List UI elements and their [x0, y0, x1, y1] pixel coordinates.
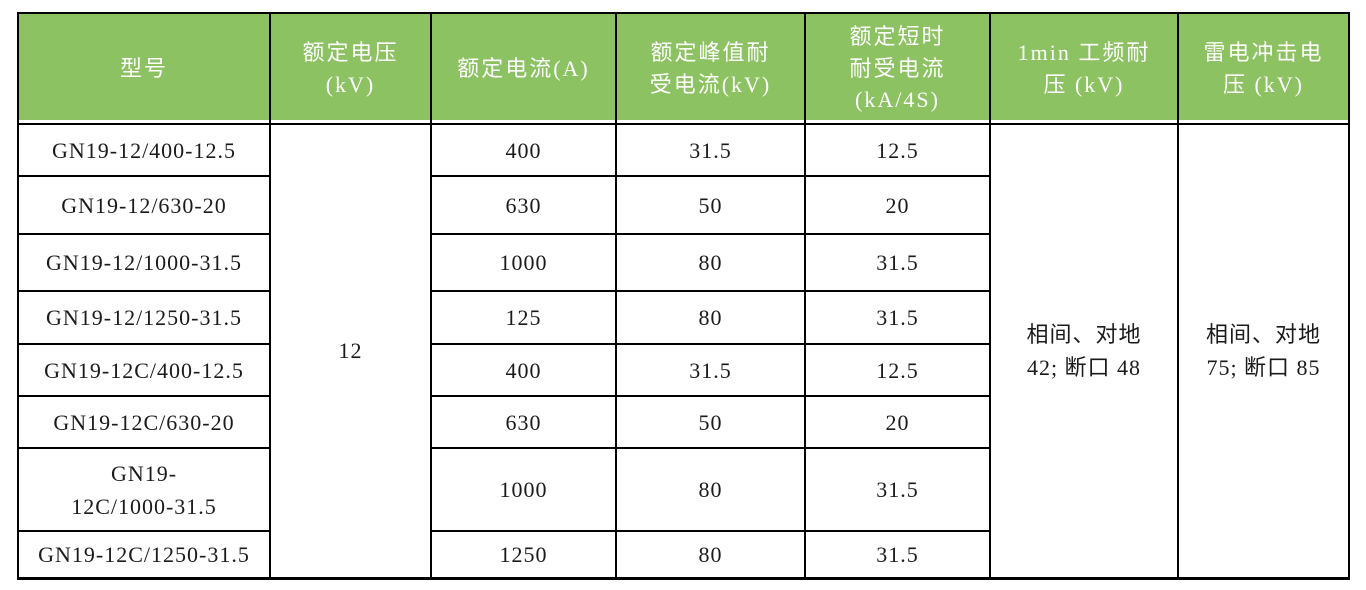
short-time-current-cell: 20: [804, 175, 991, 235]
table-row: GN19-12C/1250-31.5 1250 80 31.5: [17, 530, 1349, 579]
header-model: 型号: [17, 12, 271, 125]
current-cell: 630: [430, 175, 617, 235]
current-cell: 1000: [430, 233, 617, 292]
table-row: GN19-12C/400-12.5 400 31.5 12.5: [17, 343, 1349, 397]
header-rated-current: 额定电流(A): [430, 12, 617, 125]
short-time-current-cell: 12.5: [804, 123, 991, 177]
peak-current-cell: 50: [615, 175, 806, 235]
peak-current-cell: 31.5: [615, 123, 806, 177]
short-time-current-cell: 20: [804, 395, 991, 449]
power-frequency-merged-cell: 相间、对地 42; 断口 48: [989, 123, 1179, 579]
header-peak-withstand-current: 额定峰值耐 受电流(kV): [615, 12, 806, 125]
peak-current-cell: 80: [615, 447, 806, 532]
table-row: GN19-12C/630-20 630 50 20: [17, 395, 1349, 449]
table-header-row: 型号 额定电压 (kV) 额定电流(A) 额定峰值耐 受电流(kV) 额定短时 …: [17, 12, 1350, 125]
short-time-current-cell: 31.5: [804, 290, 991, 345]
header-power-frequency-withstand: 1min 工频耐 压 (kV): [989, 12, 1179, 125]
short-time-current-cell: 31.5: [804, 233, 991, 292]
peak-current-cell: 80: [615, 530, 806, 579]
current-cell: 400: [430, 343, 617, 397]
peak-current-cell: 50: [615, 395, 806, 449]
current-cell: 1250: [430, 530, 617, 579]
model-cell: GN19-12/400-12.5: [17, 123, 271, 177]
table-row: GN19-12/400-12.5 12 400 31.5 12.5 相间、对地 …: [17, 123, 1350, 579]
model-cell: GN19-12C/1250-31.5: [17, 530, 271, 579]
model-cell: GN19-12C/630-20: [17, 395, 271, 449]
peak-current-cell: 31.5: [615, 343, 806, 397]
header-lightning-impulse: 雷电冲击电 压 (kV): [1177, 12, 1350, 125]
current-cell: 630: [430, 395, 617, 449]
short-time-current-cell: 31.5: [804, 447, 991, 532]
model-cell: GN19-12/630-20: [17, 175, 271, 235]
current-cell: 1000: [430, 447, 617, 532]
model-cell: GN19-12/1000-31.5: [17, 233, 271, 292]
model-cell: GN19- 12C/1000-31.5: [17, 447, 271, 532]
rated-voltage-merged-cell: 12: [269, 123, 432, 579]
header-rated-voltage: 额定电压 (kV): [269, 12, 432, 125]
spec-table-container: 型号 额定电压 (kV) 额定电流(A) 额定峰值耐 受电流(kV) 额定短时 …: [17, 12, 1350, 580]
short-time-current-cell: 12.5: [804, 343, 991, 397]
table-row: GN19-12/1000-31.5 1000 80 31.5: [17, 233, 1349, 292]
current-cell: 125: [430, 290, 617, 345]
model-cell: GN19-12C/400-12.5: [17, 343, 271, 397]
table-row: GN19-12/1250-31.5 125 80 31.5: [17, 290, 1349, 345]
peak-current-cell: 80: [615, 290, 806, 345]
current-cell: 400: [430, 123, 617, 177]
table-row: GN19-12/630-20 630 50 20: [17, 175, 1349, 235]
header-short-time-withstand-current: 额定短时 耐受电流 (kA/4S): [804, 12, 991, 125]
model-cell: GN19-12/1250-31.5: [17, 290, 271, 345]
short-time-current-cell: 31.5: [804, 530, 991, 579]
switch-spec-table: 型号 额定电压 (kV) 额定电流(A) 额定峰值耐 受电流(kV) 额定短时 …: [17, 12, 1350, 580]
peak-current-cell: 80: [615, 233, 806, 292]
table-row: GN19- 12C/1000-31.5 1000 80 31.5: [17, 447, 1349, 532]
lightning-impulse-merged-cell: 相间、对地 75; 断口 85: [1177, 123, 1350, 579]
